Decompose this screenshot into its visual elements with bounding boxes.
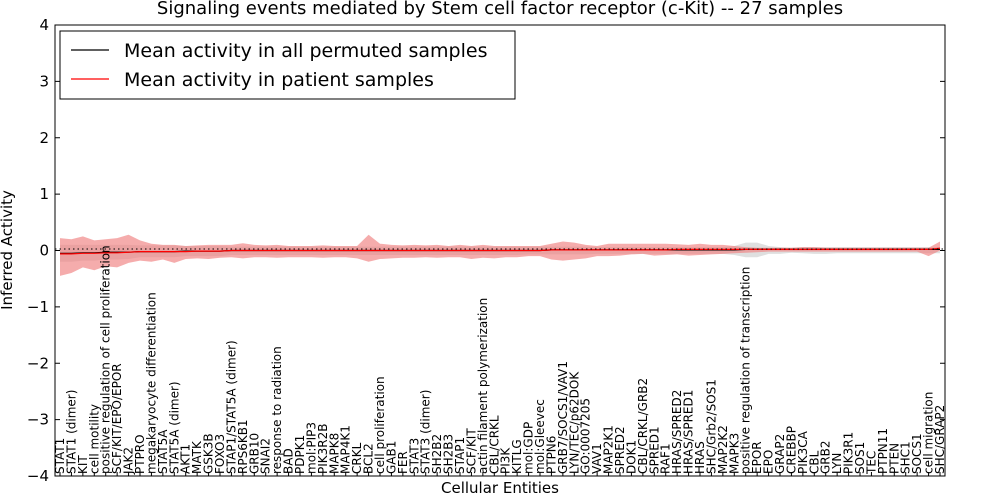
x-tick-label: cell migration <box>922 392 936 474</box>
x-tick-label: SOS1 <box>853 442 867 474</box>
x-tick-label: AKT1 <box>179 444 193 474</box>
x-tick-label: MAPK8 <box>327 433 341 474</box>
x-tick-label: PIK3R2B <box>316 424 330 474</box>
legend-label-patient: Mean activity in patient samples <box>124 69 434 91</box>
x-tick-label: SPRED2 <box>613 426 627 474</box>
x-tick-label: RPS6KB1 <box>236 419 250 474</box>
x-tick-label: PIK3CA <box>796 430 810 474</box>
x-tick-label: cell motility <box>87 404 101 474</box>
x-tick-label: response to radiation <box>270 346 284 474</box>
x-tick-label: SCF/KIT <box>464 428 478 474</box>
x-tick-label: SPRED1 <box>647 426 661 474</box>
legend-box <box>59 30 516 100</box>
x-tick-label: STAT5A <box>156 429 170 474</box>
y-tick-label: 2 <box>39 129 49 147</box>
x-tick-label: actin filament polymerization <box>476 298 490 474</box>
y-tick-label: 1 <box>39 185 49 203</box>
x-tick-label: mol:GDP <box>522 422 536 474</box>
x-tick-label: HRAS <box>693 441 707 474</box>
x-tick-label: MAP4K1 <box>339 425 353 474</box>
legend: Mean activity in all permuted samples Me… <box>59 30 516 100</box>
x-tick-label: PI3K <box>499 447 513 474</box>
x-tick-label: STAP1 <box>453 437 467 474</box>
x-tick-label: MATK <box>190 440 204 474</box>
x-tick-label: GO:0007205 <box>579 398 593 474</box>
x-tick-label: STAT5A (dimer) <box>167 381 181 474</box>
x-tick-label: FOXO3 <box>213 434 227 474</box>
bands-layer <box>60 234 940 276</box>
x-tick-label: HRAS/SPRED1 <box>682 390 696 474</box>
x-tick-label: DOK1 <box>624 440 638 474</box>
y-tick-label: 0 <box>39 242 49 260</box>
x-tick-label: CBL <box>807 450 821 474</box>
x-tick-label: SNAI2 <box>259 438 273 474</box>
x-tick-label: mol:Gleevec <box>533 399 547 474</box>
x-tick-label: GRB10 <box>247 433 261 474</box>
y-tick-label: −1 <box>27 298 49 316</box>
y-axis: 4 3 2 1 0 −1 −2 −3 −4 <box>27 16 945 485</box>
x-tick-label: SH2B2 <box>430 434 444 474</box>
x-tick-label: KITLG <box>510 439 524 474</box>
x-tick-label: FER <box>396 451 410 474</box>
x-tick-label: EPO <box>762 450 776 474</box>
y-tick-label: 3 <box>39 72 49 90</box>
x-tick-label: GAB1 <box>384 441 398 474</box>
x-tick-label: LYN/TEC/p62DOK <box>567 371 581 474</box>
x-tick-label: CBL/CRKL <box>487 415 501 474</box>
x-tick-label: STAT3 (dimer) <box>419 390 433 474</box>
x-tick-label: SHC/GRAP2 <box>933 405 947 474</box>
x-tick-label: PTPRO <box>133 434 147 474</box>
x-tick-label: EPOR <box>750 441 764 474</box>
x-tick-label: MAP2K2 <box>716 425 730 474</box>
x-tick-label: CRKL <box>350 442 364 474</box>
x-tick-label: PIK3R1 <box>842 432 856 474</box>
x-tick-label: RAF1 <box>659 443 673 474</box>
x-tick-label: cell proliferation <box>373 376 387 474</box>
x-tick-label: GRB2 <box>819 440 833 474</box>
x-tick-label: STAT3 <box>407 438 421 474</box>
x-tick-label: GSK3B <box>202 433 216 474</box>
x-tick-label: CBL/CRKL/GRB2 <box>636 378 650 474</box>
x-tick-label: PTPN6 <box>544 436 558 474</box>
x-tick-label: SH2B3 <box>442 434 456 474</box>
x-tick-label: SOCS1 <box>910 433 924 474</box>
x-tick-label: LYN <box>830 453 844 474</box>
x-tick-label: HRAS/SPRED2 <box>670 390 684 474</box>
x-tick-label: GRB7/SOCS1/VAV1 <box>556 361 570 474</box>
x-tick-label: CREBBP <box>784 426 798 474</box>
band-patient <box>60 234 940 276</box>
y-axis-label: Inferred Activity <box>0 190 16 310</box>
x-tick-label: VAV1 <box>590 443 604 474</box>
x-tick-label: SCF/KIT/EPO/EPOR <box>110 363 124 474</box>
x-tick-label: STAP1/STAT5A (dimer) <box>224 340 238 474</box>
x-tick-label: STAT1 (dimer) <box>64 390 78 474</box>
legend-label-permuted: Mean activity in all permuted samples <box>124 40 487 62</box>
x-tick-label: STAT1 <box>53 438 67 474</box>
x-tick-label: KIT <box>76 455 90 474</box>
x-tick-label: JAK2 <box>122 447 136 475</box>
y-tick-label: −4 <box>27 467 49 485</box>
x-tick-label: MAPK3 <box>727 433 741 474</box>
x-tick-label: positive regulation of cell proliferatio… <box>99 245 113 474</box>
x-tick-label: TEC <box>864 451 878 475</box>
x-tick-label: mol:PIP3 <box>304 422 318 474</box>
x-tick-label: GRAP2 <box>773 434 787 474</box>
y-tick-label: −3 <box>27 411 49 429</box>
x-tick-label: megakaryocyte differentiation <box>144 292 158 474</box>
y-tick-label: 4 <box>39 16 49 34</box>
x-axis-label: Cellular Entities <box>441 479 559 497</box>
x-tick-label: PTPN11 <box>876 428 890 474</box>
x-tick-label: MAP2K1 <box>602 425 616 474</box>
x-tick-label: PDPK1 <box>293 435 307 474</box>
x-tick-label: BCL2 <box>362 443 376 474</box>
x-tick-label: positive regulation of transcription <box>739 267 753 474</box>
x-tick-label: SHC/Grb2/SOS1 <box>704 379 718 474</box>
y-tick-label: −2 <box>27 354 49 372</box>
chart-title: Signaling events mediated by Stem cell f… <box>157 0 843 19</box>
x-tick-label: BAD <box>282 448 296 474</box>
x-tick-label: PTEN <box>887 443 901 474</box>
x-tick-label: SHC1 <box>899 441 913 474</box>
